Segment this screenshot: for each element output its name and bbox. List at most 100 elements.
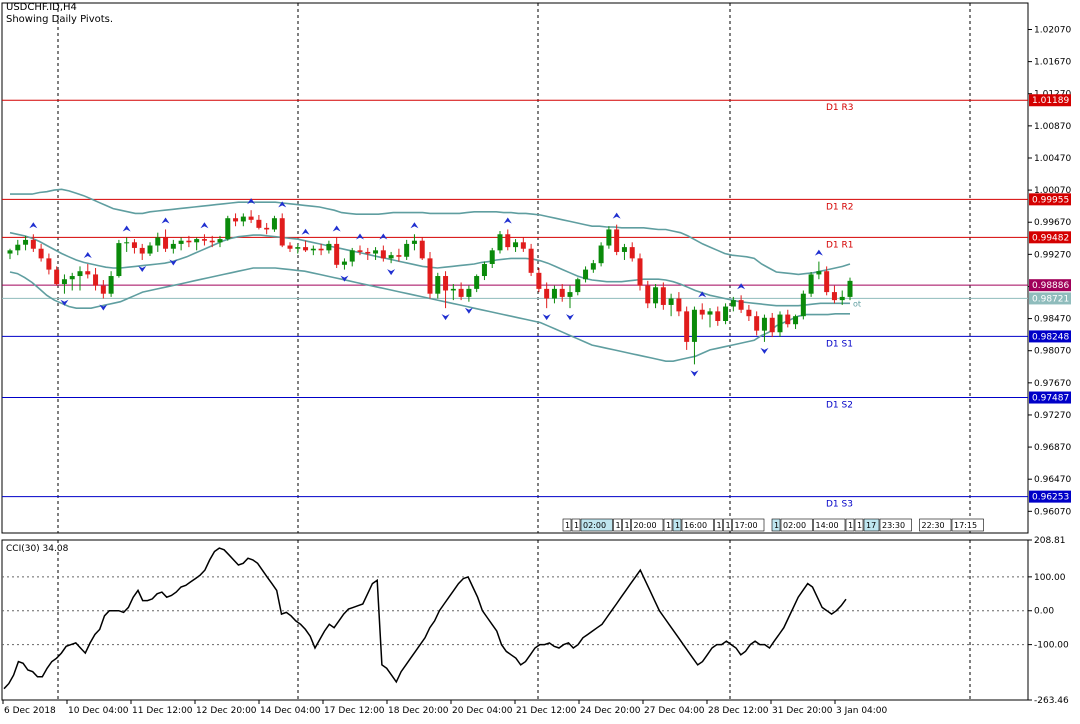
time-strip-label-8: 16:00 [684,521,707,530]
time-strip-box-10 [723,518,732,532]
candle-body-36 [287,245,293,249]
cci-line [3,547,847,690]
candle-body-42 [334,243,340,265]
time-strip-box-9 [714,518,723,532]
fractal-up-arrow-94 [737,283,746,290]
fractal-down-arrow-69 [542,314,551,321]
cci-tick-label-3: -100.00 [1034,641,1069,651]
candle-body-12 [100,285,106,294]
x-tick-label-9: 24 Dec 20:00 [580,706,641,716]
candle-body-38 [303,247,309,251]
candle-body-31 [248,216,254,220]
time-strip-label-10: 1 [726,521,731,530]
x-tick-label-0: 6 Dec 2018 [4,706,56,716]
candle-body-105 [824,271,830,293]
candle-body-100 [785,314,791,325]
pivot-value-4: 0.98248 [1032,332,1069,342]
y-tick-label-11: 0.97670 [1034,379,1071,389]
x-tick-label-5: 17 Dec 12:00 [324,706,385,716]
pivot-label-1: D1 R2 [826,202,854,212]
candle-body-96 [754,316,760,331]
time-strip-box-6 [663,518,673,532]
time-strip-box-5 [631,518,664,532]
candle-body-89 [699,309,705,315]
time-strip-label-15: 1 [848,521,853,530]
time-strip-box-3 [613,518,622,532]
candle-body-19 [155,237,161,246]
cci-pane-frame [1,539,1029,701]
cci-tick-label-4: -263.46 [1034,696,1069,706]
candle-body-24 [194,239,200,243]
bollinger-upper [10,188,851,276]
x-tick-label-13: 3 Jan 04:00 [836,706,888,716]
candle-body-63 [497,234,503,251]
candle-body-67 [528,248,534,273]
time-strip-box-11 [732,518,765,532]
time-strip-label-9: 1 [717,521,722,530]
fractal-up-arrow-42 [332,225,341,232]
pivot-value-box-0 [1029,94,1071,107]
candle-body-32 [256,219,262,228]
candle-body-80 [629,247,635,259]
y-tick-label-0: 1.02070 [1034,26,1071,36]
candle-body-46 [365,251,371,254]
candle-body-2 [23,239,29,245]
candle-body-44 [349,250,355,262]
time-strip-label-16: 1 [857,521,862,530]
candle-body-58 [458,288,464,297]
candle-body-59 [466,288,472,297]
candle-body-103 [808,274,814,294]
candle-body-76 [598,245,604,264]
candle-body-71 [559,288,565,297]
candle-body-30 [240,216,246,222]
candle-body-49 [388,255,394,259]
candle-body-45 [357,250,363,252]
time-strip-label-14: 14:00 [816,521,839,530]
candle-body-81 [637,258,643,286]
candle-body-11 [93,274,99,286]
candle-body-62 [489,250,495,264]
time-strip-box-16 [854,518,864,532]
candle-body-99 [777,314,783,333]
candle-body-72 [567,292,573,297]
candle-body-101 [793,316,799,325]
candle-body-51 [404,243,410,257]
candle-body-93 [730,300,736,307]
time-strip-label-19: 22:30 [922,521,945,530]
candle-body-54 [427,258,433,294]
candle-body-57 [450,288,456,291]
time-strip-label-3: 1 [616,521,621,530]
fractal-down-arrow-56 [441,314,450,321]
candle-body-94 [738,300,744,310]
candle-body-33 [264,227,270,230]
candle-body-69 [544,288,550,299]
candle-body-27 [217,239,223,243]
candle-body-39 [310,248,316,251]
candle-body-3 [30,239,36,249]
time-strip-box-15 [845,518,855,532]
time-strip-box-4 [622,518,631,532]
cci-tick-label-1: 100.00 [1034,573,1066,583]
fractal-up-arrow-48 [379,233,388,240]
candle-body-79 [621,247,627,252]
pivot-label-6: D1 S3 [826,500,853,510]
time-strip-label-1: 1 [574,521,579,530]
candle-body-60 [474,276,480,289]
fractal-down-arrow-43 [340,275,349,282]
x-tick-label-3: 12 Dec 20:00 [196,706,257,716]
candle-body-83 [653,287,659,304]
candle-body-43 [341,261,347,265]
fractal-down-arrow-97 [760,347,769,354]
candle-body-87 [684,311,690,342]
fractal-up-arrow-45 [356,233,364,240]
fractal-down-arrow-21 [169,259,178,266]
candle-body-26 [209,240,215,243]
time-strip-box-12 [771,518,781,532]
candle-body-5 [46,258,52,270]
y-tick-label-9: 0.98470 [1034,315,1071,325]
fractal-up-arrow-3 [29,222,38,229]
time-strip-box-19 [919,518,952,532]
fractal-up-arrow-15 [122,225,131,232]
